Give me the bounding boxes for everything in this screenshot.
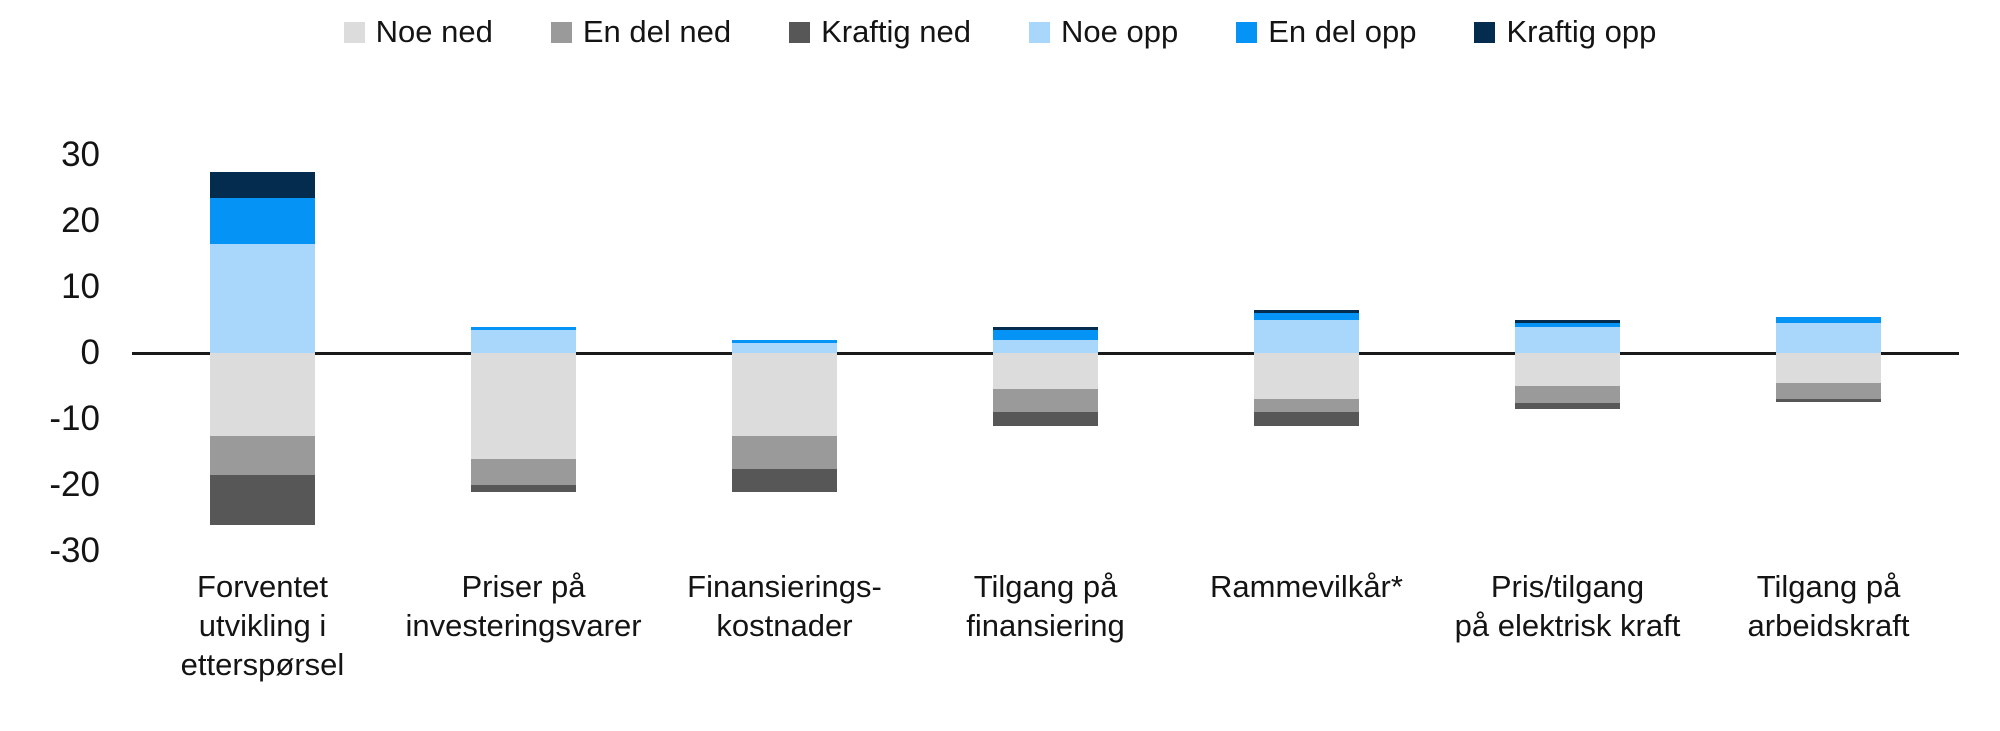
bar-segment bbox=[1515, 353, 1620, 386]
bar-segment bbox=[1515, 326, 1620, 353]
bar-segment bbox=[210, 244, 315, 353]
bar-segment bbox=[210, 171, 315, 198]
bar-segment bbox=[993, 339, 1098, 353]
category-label: Tilgang på finansiering bbox=[966, 569, 1125, 643]
bar-segment bbox=[471, 326, 576, 330]
bar-segment bbox=[732, 343, 837, 353]
legend-swatch-icon bbox=[343, 21, 365, 43]
bar-segment bbox=[1254, 412, 1359, 426]
category-label: Forventet utvikling i etterspørsel bbox=[180, 569, 345, 682]
bar-segment bbox=[1254, 313, 1359, 320]
bar-segment bbox=[732, 435, 837, 469]
legend-label: En del ned bbox=[582, 14, 732, 49]
category-label: Pris/tilgang på elektrisk kraft bbox=[1454, 569, 1681, 643]
bar-segment bbox=[210, 435, 315, 476]
bar-segment bbox=[1776, 382, 1881, 400]
legend-item: Noe opp bbox=[1029, 12, 1178, 52]
bar-segment bbox=[210, 353, 315, 436]
y-axis-tick-label: 0 bbox=[80, 333, 100, 372]
bar-segment bbox=[1254, 310, 1359, 314]
legend-swatch-icon bbox=[789, 21, 811, 43]
bar-segment bbox=[993, 329, 1098, 340]
legend-label: En del opp bbox=[1268, 14, 1417, 49]
y-axis-tick-label: -20 bbox=[49, 465, 100, 504]
bar-segment bbox=[1776, 323, 1881, 353]
legend-item: En del opp bbox=[1236, 12, 1416, 52]
bar-segment bbox=[993, 353, 1098, 390]
y-axis-tick-label: -10 bbox=[49, 399, 100, 438]
bar-segment bbox=[732, 353, 837, 436]
bar-segment bbox=[1515, 323, 1620, 327]
bar-segment bbox=[1254, 320, 1359, 353]
bar-segment bbox=[732, 339, 837, 344]
bar-segment bbox=[1776, 353, 1881, 383]
bar-segment bbox=[993, 326, 1098, 330]
bar-segment bbox=[471, 458, 576, 485]
bar-segment bbox=[471, 353, 576, 459]
legend-swatch-icon bbox=[1474, 21, 1496, 43]
bar-segment bbox=[732, 468, 837, 492]
category-label: Finansierings- kostnader bbox=[687, 569, 882, 643]
legend-label: Kraftig opp bbox=[1506, 14, 1657, 49]
legend-item: Noe ned bbox=[343, 12, 493, 52]
legend-label: Noe ned bbox=[375, 14, 493, 49]
bar-segment bbox=[1515, 320, 1620, 324]
legend-item: En del ned bbox=[550, 12, 732, 52]
y-axis-tick-label: 30 bbox=[61, 135, 100, 174]
legend-swatch-icon bbox=[1236, 21, 1258, 43]
y-axis-tick-label: 10 bbox=[61, 267, 100, 306]
legend-label: Noe opp bbox=[1061, 14, 1179, 49]
bar-segment bbox=[1515, 386, 1620, 403]
chart-legend: Noe ned En del ned Kraftig ned Noe opp En de… bbox=[0, 12, 2000, 52]
bar-segment bbox=[1776, 316, 1881, 324]
legend-item: Kraftig ned bbox=[789, 12, 971, 52]
y-axis-tick-label: 20 bbox=[61, 201, 100, 240]
bar-segment bbox=[471, 485, 576, 492]
bar-segment bbox=[471, 329, 576, 353]
category-label: Priser på investeringsvarer bbox=[405, 569, 642, 643]
bar-segment bbox=[210, 197, 315, 245]
bar-segment bbox=[1254, 399, 1359, 413]
category-label: Rammevilkår* bbox=[1210, 569, 1403, 604]
bar-segment bbox=[993, 389, 1098, 413]
legend-swatch-icon bbox=[550, 21, 572, 43]
bar-segment bbox=[993, 412, 1098, 426]
legend-swatch-icon bbox=[1029, 21, 1050, 43]
bar-segment bbox=[1254, 353, 1359, 400]
y-axis-tick-label: -30 bbox=[49, 531, 100, 570]
bar-segment bbox=[1776, 399, 1881, 403]
bar-segment bbox=[210, 475, 315, 525]
category-label: Tilgang på arbeidskraft bbox=[1747, 569, 1910, 643]
legend-item: Kraftig opp bbox=[1474, 12, 1656, 52]
legend-label: Kraftig ned bbox=[821, 14, 971, 49]
bar-segment bbox=[1515, 402, 1620, 410]
